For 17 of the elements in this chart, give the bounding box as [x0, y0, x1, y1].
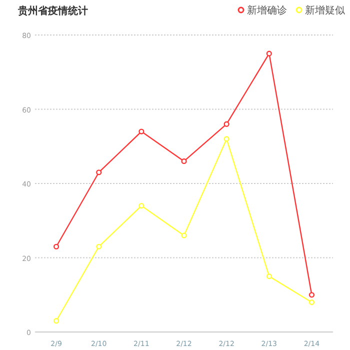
point — [53, 318, 60, 324]
chart-title: 贵州省疫情统计 — [17, 5, 88, 17]
point — [138, 128, 144, 134]
point — [181, 232, 187, 238]
point — [308, 292, 315, 298]
legend-label: 新增确诊 — [247, 4, 287, 16]
point — [266, 50, 272, 56]
point — [266, 274, 272, 280]
point — [308, 300, 315, 306]
legend-label: 新增疑似 — [305, 4, 345, 16]
point — [96, 170, 102, 176]
point — [53, 244, 60, 250]
point — [138, 202, 144, 209]
point — [181, 158, 187, 164]
point — [96, 244, 102, 250]
point — [224, 136, 230, 142]
point — [224, 121, 230, 127]
